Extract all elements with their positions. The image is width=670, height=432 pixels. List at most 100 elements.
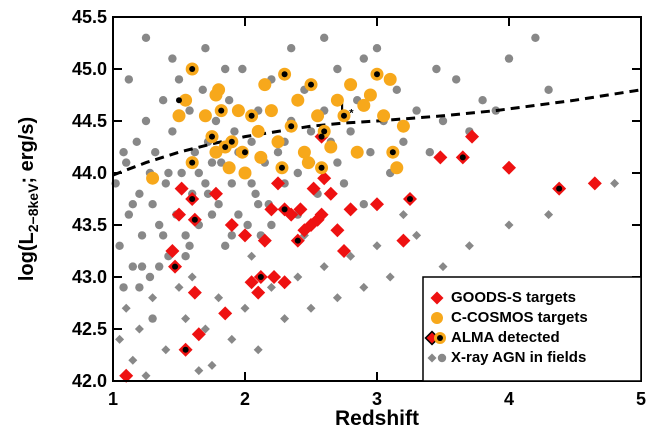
legend-box: [422, 276, 642, 382]
point: [128, 262, 137, 271]
point: [587, 176, 602, 191]
point: [491, 106, 500, 115]
point: [137, 262, 147, 271]
point: [294, 237, 301, 244]
point: [151, 148, 160, 157]
point: [372, 241, 382, 251]
point: [344, 78, 358, 92]
point: [254, 150, 268, 164]
y-label-part: ; erg/s): [16, 117, 38, 184]
y-axis-label: log(L2−8keV; erg/s): [16, 117, 41, 281]
point: [330, 223, 345, 238]
point: [218, 306, 233, 321]
point: [253, 345, 263, 355]
point: [306, 303, 316, 313]
y-label-part: log(L: [16, 232, 38, 281]
y-tick-label: 42.0: [72, 371, 107, 391]
point: [556, 185, 563, 192]
point: [148, 200, 157, 209]
x-axis-label: Redshift: [335, 407, 419, 430]
x-tick-label: 1: [108, 389, 118, 409]
point: [317, 171, 332, 186]
point: [247, 137, 256, 146]
point: [437, 335, 443, 341]
plot-area: 1 2 3 4 5 42.0 42.5 43.0 43.5 44.0 44.5 45.0 45.5 L* G…: [72, 7, 646, 409]
point: [438, 262, 448, 272]
legend-label: ALMA detected: [451, 329, 560, 346]
point: [267, 270, 282, 284]
point: [433, 150, 448, 165]
point: [363, 88, 377, 102]
legend: GOODS-S targets C-COSMOS targets ALMA dete…: [422, 276, 642, 382]
point: [132, 137, 141, 146]
point: [124, 210, 134, 219]
point: [324, 140, 338, 154]
point: [323, 186, 338, 201]
point: [306, 181, 321, 196]
point: [227, 334, 237, 344]
point: [121, 303, 131, 313]
point: [146, 171, 160, 185]
point: [181, 314, 191, 324]
point: [267, 220, 276, 230]
point: [172, 263, 179, 270]
point: [308, 81, 314, 88]
point: [271, 135, 285, 149]
point: [412, 106, 421, 115]
point: [187, 285, 202, 300]
point: [207, 158, 217, 167]
point: [293, 272, 303, 282]
point: [383, 72, 397, 86]
point: [504, 220, 514, 230]
point: [465, 129, 480, 144]
line-label-part: L: [340, 100, 349, 117]
point: [264, 202, 279, 217]
point: [122, 158, 131, 167]
point: [189, 66, 196, 72]
point: [343, 202, 358, 217]
point: [332, 293, 342, 303]
point: [201, 44, 210, 53]
point: [128, 200, 137, 209]
point: [128, 355, 138, 365]
point: [224, 218, 239, 232]
point: [198, 109, 212, 123]
point: [412, 230, 422, 240]
point: [141, 33, 151, 42]
point: [248, 112, 255, 119]
point: [231, 104, 245, 118]
point: [222, 161, 236, 175]
line-label-sub: *: [349, 108, 354, 120]
point: [119, 283, 128, 292]
point: [301, 156, 315, 170]
point: [185, 106, 194, 115]
point: [238, 166, 252, 180]
point: [247, 251, 257, 261]
point: [155, 262, 164, 271]
point: [257, 233, 272, 248]
point: [337, 244, 351, 258]
point: [172, 109, 186, 123]
point: [137, 231, 147, 240]
legend-label: X-ray AGN in fields: [451, 349, 586, 366]
point: [161, 345, 171, 355]
point: [330, 93, 344, 107]
point: [346, 251, 356, 261]
point: [158, 96, 168, 105]
point: [244, 275, 259, 290]
y-tick-label: 45.0: [72, 59, 107, 79]
point: [182, 346, 189, 353]
point: [124, 75, 134, 84]
point: [203, 189, 213, 198]
point: [258, 78, 272, 92]
point: [176, 97, 182, 104]
point: [346, 127, 355, 136]
point: [135, 283, 144, 292]
point: [318, 133, 325, 140]
point: [251, 189, 260, 198]
point: [218, 107, 225, 114]
point: [198, 85, 207, 95]
point: [194, 168, 203, 178]
point: [288, 123, 295, 130]
point: [278, 164, 285, 171]
